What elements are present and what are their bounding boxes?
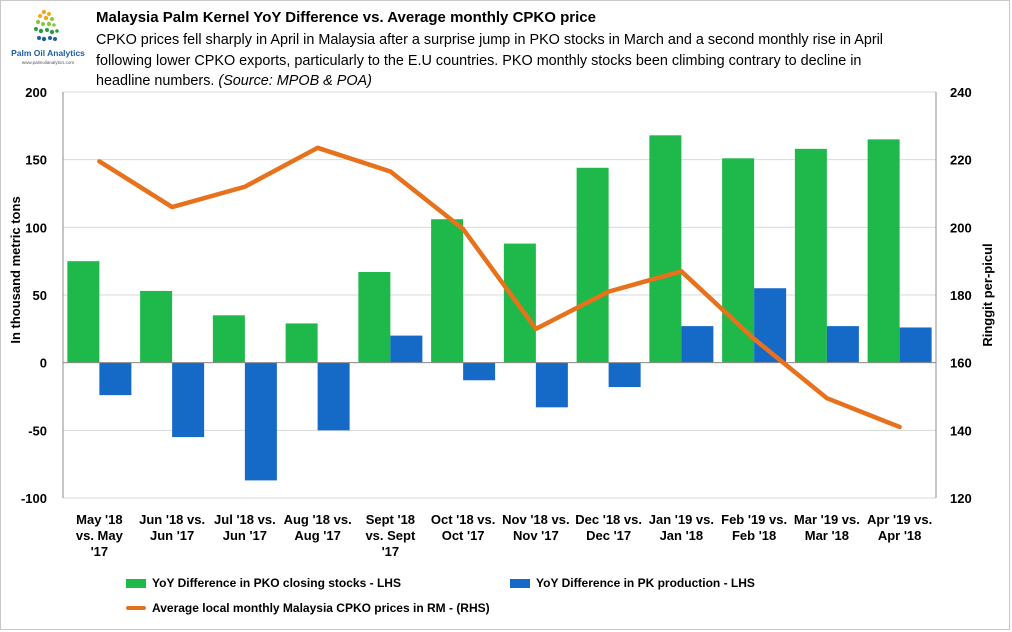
x-tick-label: Jan '19 vs. Jan '18 <box>649 512 714 543</box>
y2-tick-label: 160 <box>950 356 972 371</box>
x-tick-label: Apr '19 vs. Apr '18 <box>867 512 932 543</box>
legend-item-cpko-price: Average local monthly Malaysia CPKO pric… <box>126 601 490 615</box>
bar-pko-stocks <box>794 148 827 363</box>
y2-tick-label: 200 <box>950 220 972 235</box>
price-line <box>97 145 902 430</box>
tick-labels: -100 -50 0 50 100 150 200 120 140 160 180 200 220 240 <box>21 85 972 506</box>
bar-pk-production <box>172 362 205 438</box>
bar-pko-stocks <box>722 158 755 363</box>
legend-item-pko-stocks: YoY Difference in PKO closing stocks - L… <box>126 576 401 590</box>
legend-label-pk-production: YoY Difference in PK production - LHS <box>536 576 755 590</box>
bar-pko-stocks <box>867 139 900 363</box>
logo: Palm Oil Analytics www.palmoilanalytics.… <box>8 8 86 70</box>
y-tick-label: 100 <box>25 220 47 235</box>
y-axis-label: In thousand metric tons <box>8 196 23 343</box>
legend-swatch-green <box>126 578 146 588</box>
legend-label-pko-stocks: YoY Difference in PKO closing stocks - L… <box>152 576 401 590</box>
chart-title: Malaysia Palm Kernel YoY Difference vs. … <box>96 9 596 26</box>
bar-pko-stocks <box>212 315 245 363</box>
legend-item-pk-production: YoY Difference in PK production - LHS <box>510 576 755 590</box>
x-tick-label: Dec '18 vs. Dec '17 <box>575 512 642 543</box>
y2-tick-label: 180 <box>950 288 972 303</box>
x-tick-label: Jun '18 vs. Jun '17 <box>139 512 205 543</box>
logo-name: Palm Oil Analytics <box>11 48 85 58</box>
subtitle-source: (Source: MPOB & POA) <box>218 73 372 89</box>
x-tick-label: Nov '18 vs. Nov '17 <box>502 512 569 543</box>
axes <box>62 92 937 498</box>
bar-pk-production <box>390 335 423 363</box>
bar-pko-stocks <box>649 135 682 363</box>
y2-tick-label: 140 <box>950 423 972 438</box>
bar-pko-stocks <box>576 167 609 363</box>
x-tick-label: Feb '19 vs. Feb '18 <box>721 512 787 543</box>
y-tick-label: 50 <box>33 288 47 303</box>
bar-pk-production <box>244 362 277 481</box>
bar-pko-stocks <box>67 261 100 363</box>
legend-swatch-orange <box>126 606 146 610</box>
palm-dots-icon <box>34 9 59 42</box>
y-tick-label: 150 <box>25 153 47 168</box>
y2-axis-label: Ringgit per-picul <box>980 243 995 346</box>
y-tick-label: -50 <box>28 423 47 438</box>
y2-tick-label: 220 <box>950 153 972 168</box>
chart-subtitle: CPKO prices fell sharply in April in Mal… <box>96 30 896 92</box>
y2-tick-label: 240 <box>950 85 972 100</box>
x-tick-label: Sept '18 vs. Sept '17 <box>365 512 416 559</box>
cpko-price-line <box>97 145 902 430</box>
gridlines <box>63 91 936 499</box>
category-labels: May '18 vs. May '17 Jun '18 vs. Jun '17 Jul '… <box>76 512 932 559</box>
x-tick-label: Jul '18 vs. Jun '17 <box>214 512 276 543</box>
x-tick-label: Aug '18 vs. Aug '17 <box>284 512 352 543</box>
legend-label-cpko-price: Average local monthly Malaysia CPKO pric… <box>152 601 490 615</box>
bar-pk-production <box>535 362 568 408</box>
bar-pk-production <box>608 362 641 388</box>
bars <box>67 135 932 481</box>
y-tick-label: 200 <box>25 85 47 100</box>
y2-tick-label: 120 <box>950 491 972 506</box>
bar-pk-production <box>826 326 859 363</box>
bar-pko-stocks <box>431 219 464 363</box>
y-tick-label: 0 <box>40 356 47 371</box>
y-tick-label: -100 <box>21 491 47 506</box>
bar-pk-production <box>681 326 714 363</box>
bar-pko-stocks <box>285 323 318 363</box>
legend-swatch-blue <box>510 578 530 588</box>
bar-pk-production <box>317 362 350 431</box>
bar-pko-stocks <box>358 271 391 363</box>
bar-pk-production <box>899 327 932 363</box>
x-tick-label: Mar '19 vs. Mar '18 <box>794 512 860 543</box>
logo-url: www.palmoilanalytics.com <box>21 60 75 65</box>
bar-pk-production <box>463 362 496 381</box>
x-tick-label: Oct '18 vs. Oct '17 <box>431 512 496 543</box>
bar-pk-production <box>99 362 132 396</box>
bar-pko-stocks <box>140 290 173 363</box>
x-tick-label: May '18 vs. May '17 <box>76 512 124 559</box>
subtitle-text: CPKO prices fell sharply in April in Mal… <box>96 32 884 89</box>
